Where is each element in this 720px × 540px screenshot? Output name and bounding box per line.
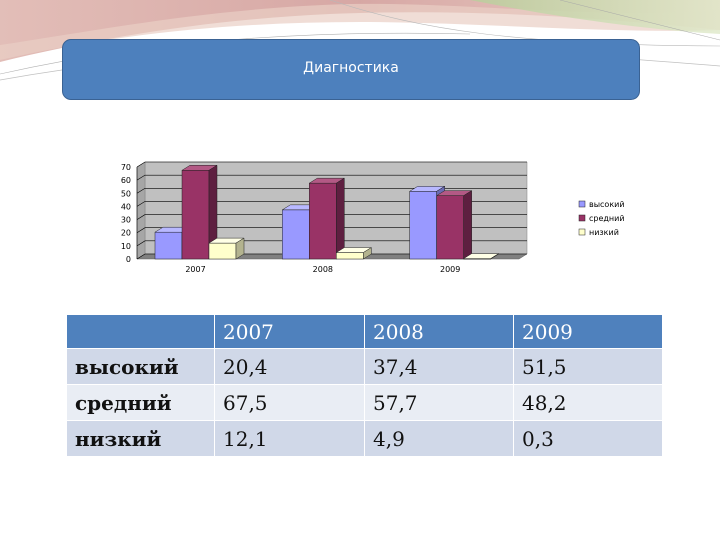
y-axis-ticks: 0 10 20 30 40 50 60 70 [121,163,138,264]
legend-swatch [578,214,586,222]
chart-side-wall [136,161,146,260]
bar-side [336,177,345,260]
gridline [136,161,527,168]
chart-bars [154,164,500,260]
table-header-cell: 2007 [215,315,365,349]
y-tick-label: 40 [121,202,131,211]
bar [409,191,437,260]
table-cell: 51,5 [514,349,663,385]
bar [181,170,210,260]
legend-label: средний [589,214,625,223]
y-tick-label: 70 [121,163,131,172]
gridline [136,227,527,233]
gridline [136,253,527,260]
bar-side [490,253,499,260]
x-tick-label: 2009 [440,265,460,274]
bar [336,252,364,260]
bar-side [463,190,472,260]
table-row: высокий 20,4 37,4 51,5 [67,349,663,385]
header-decoration [0,0,720,81]
gridline [136,240,527,247]
bar [436,195,464,260]
legend-label: низкий [589,228,619,237]
bar-side [235,237,245,260]
gridline [136,214,527,220]
bar [282,209,310,260]
row-label: средний [67,385,215,421]
gridline [136,187,527,194]
bar [154,231,183,260]
table-header-cell [67,315,215,349]
slide-title: Диагностика [303,59,399,76]
bar-chart: 0 10 20 30 40 50 60 70 2007 2008 2009 высокий сред… [120,161,642,274]
table-cell: 37,4 [365,349,514,385]
table-cell: 67,5 [215,385,365,421]
bar [309,182,337,260]
slide-title-box: Диагностика [62,39,640,100]
y-tick-label: 0 [126,255,131,264]
x-tick-label: 2007 [185,265,205,274]
gridline [136,201,527,207]
legend-swatch [578,228,586,236]
y-tick-label: 30 [121,216,131,225]
row-label: высокий [67,349,215,385]
table-header-row: 2007 2008 2009 [67,315,663,349]
legend-swatch [578,200,586,208]
x-axis-ticks: 2007 2008 2009 [185,265,460,274]
chart-gridlines [136,161,527,260]
table-header-cell: 2009 [514,315,663,349]
y-tick-label: 60 [121,176,131,185]
chart-legend: высокий средний низкий [574,195,642,241]
legend-box [574,195,642,241]
y-tick-label: 10 [121,242,131,251]
table-cell: 0,3 [514,421,663,457]
table-row: низкий 12,1 4,9 0,3 [67,421,663,457]
y-tick-label: 20 [121,229,131,238]
table-row: средний 67,5 57,7 48,2 [67,385,663,421]
legend-label: высокий [589,200,625,209]
bar [208,242,237,260]
table-cell: 20,4 [215,349,365,385]
x-tick-label: 2008 [313,265,333,274]
table-cell: 4,9 [365,421,514,457]
table-header-cell: 2008 [365,315,514,349]
y-tick-label: 50 [121,189,131,198]
row-label: низкий [67,421,215,457]
table-cell: 12,1 [215,421,365,457]
table-cell: 57,7 [365,385,514,421]
table-cell: 48,2 [514,385,663,421]
gridline [136,174,527,181]
data-table: 2007 2008 2009 высокий 20,4 37,4 51,5 ср… [67,315,663,457]
bar-side [363,247,372,260]
